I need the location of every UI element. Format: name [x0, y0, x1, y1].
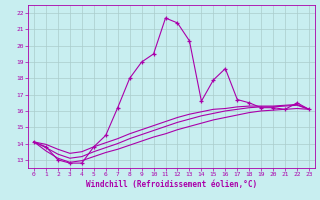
X-axis label: Windchill (Refroidissement éolien,°C): Windchill (Refroidissement éolien,°C): [86, 180, 257, 189]
